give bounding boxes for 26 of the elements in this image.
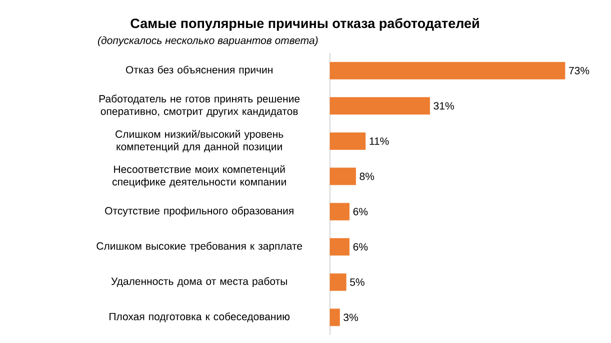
data-label: 5% <box>350 278 364 286</box>
data-label: 31% <box>434 102 454 110</box>
y-tick-label: Удаленность дома от места работы <box>111 277 287 288</box>
data-label: 8% <box>360 172 374 180</box>
bar <box>330 273 346 291</box>
bar <box>330 132 366 150</box>
y-tick-label: Несоответствие моих компетенций специфике деятельности компании <box>112 165 286 188</box>
data-label: 6% <box>353 208 368 216</box>
bar <box>330 62 566 80</box>
y-tick-label: Работодатель не готов принять решение оперативно, смотрит других кандидатов <box>99 94 300 118</box>
data-label: 6% <box>353 243 368 251</box>
data-label: 11% <box>370 137 389 145</box>
y-tick-label: Слишком высокие требования к зарплате <box>96 242 302 252</box>
y-tick-label: Плохая подготовка к собеседованию <box>110 312 290 322</box>
bar <box>330 308 340 326</box>
y-tick-label: Отказ без объяснения причин <box>126 66 272 76</box>
y-tick-label: Отсутствие профильного образования <box>105 206 294 217</box>
bar <box>330 168 356 186</box>
y-tick-label: Слишком низкий/высокий уровень компетенций для данной позиции <box>116 130 284 152</box>
chart-title: Самые популярные причины отказа работодателей <box>130 18 479 31</box>
data-label: 3% <box>344 314 358 322</box>
data-label: 73% <box>569 66 590 74</box>
bar <box>330 238 350 256</box>
bar <box>330 97 430 115</box>
text: (допускалось несколько вариантов ответа) <box>98 36 318 46</box>
bar <box>330 202 350 220</box>
